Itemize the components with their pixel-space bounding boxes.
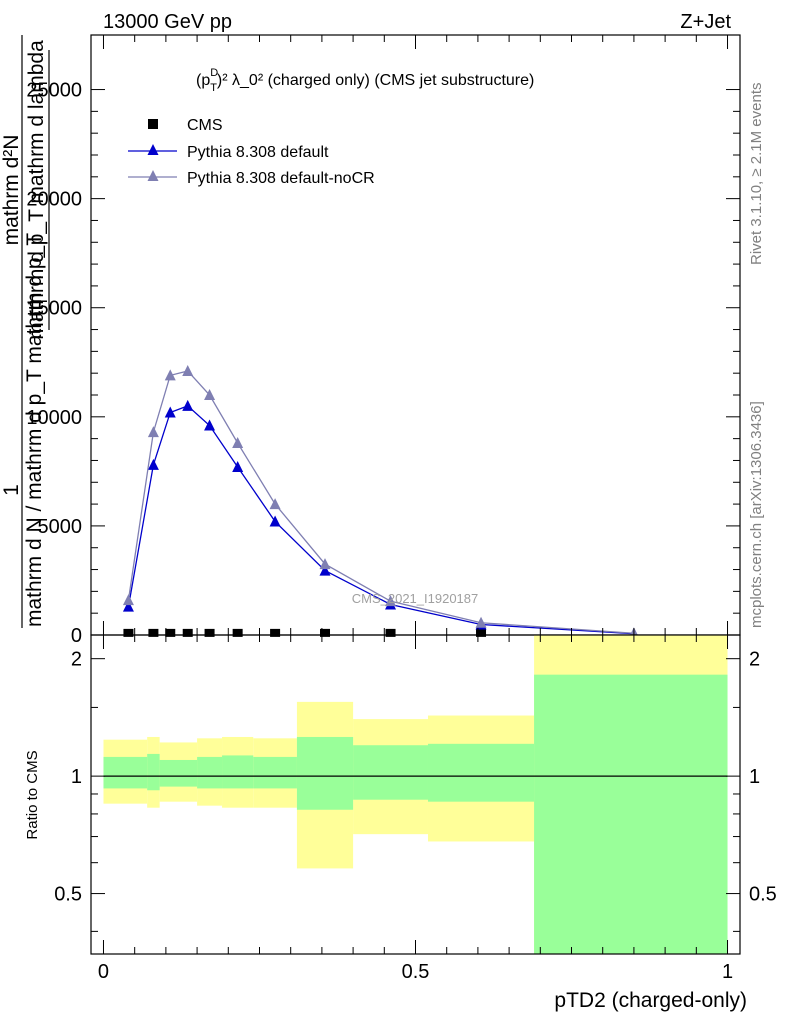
main-series-layer <box>122 365 640 639</box>
legend-marker-nocr <box>147 170 159 181</box>
ratio-y-axis: 0.5 0.5 1 1 2 2 <box>54 649 777 932</box>
cms-data-point <box>320 628 331 637</box>
legend-label-default: Pythia 8.308 default <box>187 144 329 161</box>
series-point-2 <box>385 595 397 607</box>
rivet-label: Rivet 3.1.10, ≥ 2.1M events <box>748 83 765 266</box>
series-point-2 <box>164 369 176 381</box>
legend-marker-default <box>147 144 159 155</box>
cms-data-point <box>385 628 396 637</box>
cms-data-point <box>270 628 281 637</box>
cms-data-point <box>476 628 487 637</box>
series-point-1 <box>182 399 194 411</box>
cms-data-point <box>182 628 193 637</box>
ratio-x-axis: 0 0.5 1 <box>98 635 733 983</box>
series-point-1 <box>122 600 134 612</box>
main-y-tick-label: 15000 <box>26 298 82 320</box>
ratio-inner-band <box>103 756 148 789</box>
legend-label-cms: CMS <box>187 117 223 134</box>
ratio-y-tick-label-right: 1 <box>749 766 760 788</box>
ylabel-one: 1 <box>0 484 23 496</box>
ratio-y-tick-label-right: 2 <box>749 649 760 671</box>
series-point-2 <box>147 426 159 438</box>
mcplots-label: mcplots.cern.ch [arXiv:1306.3436] <box>748 401 765 628</box>
ratio-inner-band <box>197 756 223 789</box>
main-y-tick-label: 5000 <box>38 516 83 538</box>
series-point-1 <box>232 461 244 472</box>
series-point-2 <box>122 594 134 606</box>
x-tick-label: 0.5 <box>402 961 430 983</box>
x-tick-label: 1 <box>722 961 733 983</box>
series-point-1 <box>319 564 331 576</box>
ratio-panel: 0.5 0.51 12 2 0 0.5 1 Ratio to CMS pTD2 (char… <box>24 634 777 1012</box>
ratio-inner-band <box>222 755 254 789</box>
analysis-watermark: CMS_2021_I1920187 <box>352 591 479 606</box>
ratio-y-tick-label: 1 <box>71 766 82 788</box>
x-axis-label: pTD2 (charged-only) <box>554 989 747 1012</box>
cms-data-point <box>123 628 134 637</box>
main-panel: 0 5000 10000 15000 20000 25000 (pD T)² λ_0² (c… <box>0 34 741 647</box>
series-point-2 <box>269 498 281 510</box>
ylabel-numerator-top: mathrm d²N <box>0 135 23 246</box>
ylabel-denominator: mathrm d N / mathrm d p_T mathrm d p_T <box>23 233 46 627</box>
main-y-tick-label: 10000 <box>26 407 82 429</box>
series-point-2 <box>319 558 331 570</box>
main-x-ticks <box>102 35 729 635</box>
header-channel: Z+Jet <box>680 11 731 33</box>
ratio-inner-band <box>147 753 160 791</box>
legend: CMS Pythia 8.308 default Pythia 8.308 de… <box>128 117 375 187</box>
main-y-tick-label: 0 <box>71 625 82 647</box>
ratio-inner-band <box>296 736 354 810</box>
series-point-1 <box>204 419 216 431</box>
x-tick-label: 0 <box>98 961 109 983</box>
ratio-inner-band <box>159 759 198 787</box>
ratio-bands-layer <box>103 635 728 954</box>
cms-data-point <box>165 628 176 637</box>
series-point-1 <box>164 406 176 418</box>
main-y-label: 1 mathrm d²N mathrm d p_T mathrm d lambd… <box>0 35 50 628</box>
ratio-y-tick-label: 2 <box>71 649 82 671</box>
series-point-1 <box>269 515 281 527</box>
main-y-tick-label: 25000 <box>26 80 82 102</box>
ratio-y-label: Ratio to CMS <box>24 750 41 839</box>
ratio-inner-band <box>353 745 428 800</box>
series-point-2 <box>182 365 194 376</box>
header-process: 13000 GeV pp <box>103 11 232 33</box>
ratio-inner-band <box>427 743 535 802</box>
ratio-inner-band <box>534 674 728 954</box>
cms-data-point <box>148 628 159 637</box>
legend-marker-cms <box>148 119 158 129</box>
series-point-2 <box>475 616 487 628</box>
main-y-tick-label: 20000 <box>26 189 82 211</box>
main-y-axis: 0 5000 10000 15000 20000 25000 <box>26 80 740 647</box>
ratio-inner-band <box>253 756 297 789</box>
cms-data-point <box>232 628 243 637</box>
series-point-2 <box>204 389 216 400</box>
series-point-2 <box>232 437 244 448</box>
series-point-1 <box>147 458 159 470</box>
plot-title: (pD T)² λ_0² (charged only) (CMS jet subs… <box>196 67 534 94</box>
legend-label-nocr: Pythia 8.308 default-noCR <box>187 170 375 187</box>
ratio-y-tick-label-right: 0.5 <box>749 884 777 906</box>
ratio-y-tick-label: 0.5 <box>54 884 82 906</box>
cms-data-point <box>204 628 215 637</box>
ylabel-numerator-bottom: mathrm d p_T mathrm d lambda <box>25 40 48 340</box>
